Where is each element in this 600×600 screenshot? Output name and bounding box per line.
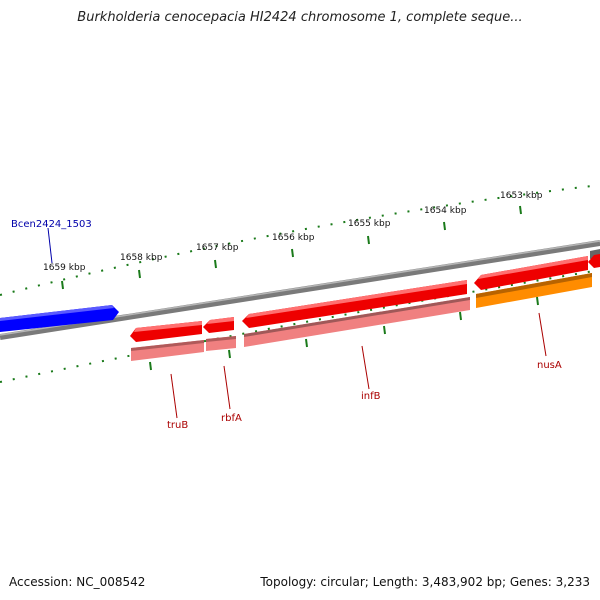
feature-labels: Bcen2424_1503 truB rbfA infB nusA xyxy=(11,219,562,431)
gene-nusa[interactable] xyxy=(474,256,588,290)
outer-tick-row xyxy=(0,184,600,296)
tick-1659kbp xyxy=(61,280,64,290)
product-trub[interactable] xyxy=(131,340,204,361)
product-bar xyxy=(244,297,470,347)
scale-label: 1655 kbp xyxy=(348,219,391,229)
gene-trub[interactable] xyxy=(130,321,202,342)
product-bar-edge xyxy=(206,336,236,342)
gene-arrow xyxy=(588,254,600,268)
gene-arrow-shine xyxy=(134,321,202,332)
gene-leader-line xyxy=(170,373,178,419)
scale-label: 1653 kbp xyxy=(500,191,543,201)
scale-label: 1656 kbp xyxy=(272,233,315,243)
feature-arrow xyxy=(0,305,119,332)
tick-1656kbp xyxy=(291,248,294,258)
chromosome-backbone xyxy=(0,240,600,340)
scale-label: 1657 kbp xyxy=(196,243,239,253)
scale-label: 1654 kbp xyxy=(424,206,467,216)
gene-label-nusa[interactable]: nusA xyxy=(537,360,562,371)
inner-tick-1655kbp xyxy=(383,325,386,335)
gene-label-trub[interactable]: truB xyxy=(167,420,188,431)
tick-1658kbp xyxy=(138,269,141,279)
gene-leader-line xyxy=(361,345,370,390)
gene-rbfa[interactable] xyxy=(203,317,234,333)
gene-label-rbfa[interactable]: rbfA xyxy=(221,413,242,424)
tick-1657kbp xyxy=(214,259,217,269)
product-bar xyxy=(131,340,204,361)
scale-labels: 1659 kbp 1658 kbp 1657 kbp 1656 kbp 1655… xyxy=(43,191,543,273)
product-bar-edge xyxy=(476,273,592,298)
map-title: Burkholderia cenocepacia HI2424 chromoso… xyxy=(77,10,523,25)
gene-arrow-shine xyxy=(246,280,467,318)
feature-arrow-shine xyxy=(0,305,114,321)
tick-1653kbp xyxy=(519,205,522,215)
gene-leader-line xyxy=(223,365,231,410)
tick-1654kbp xyxy=(443,221,446,231)
inner-tick-1657kbp xyxy=(228,349,231,359)
accession-text: Accession: NC_008542 xyxy=(9,575,146,589)
inner-tick-1653kbp xyxy=(536,296,539,306)
product-nusa[interactable] xyxy=(476,273,592,308)
product-rbfa[interactable] xyxy=(206,336,236,351)
product-bar-edge xyxy=(131,340,204,351)
gene-infb[interactable] xyxy=(242,280,467,328)
scale-label: 1659 kbp xyxy=(43,263,86,273)
feature-label-bcen2424-1503[interactable]: Bcen2424_1503 xyxy=(11,219,92,230)
tick-1655kbp xyxy=(367,235,370,245)
feature-leader-line xyxy=(47,227,53,264)
gene-next[interactable] xyxy=(588,254,600,268)
gene-arrow-shine xyxy=(207,317,234,324)
inner-tick-1658kbp xyxy=(149,361,152,371)
inner-tick-row xyxy=(0,269,600,383)
feature-bcen2424-1503[interactable] xyxy=(0,305,119,332)
inner-tick-1656kbp xyxy=(305,338,308,348)
gene-leader-line xyxy=(538,312,547,357)
genome-summary-text: Topology: circular; Length: 3,483,902 bp… xyxy=(260,575,590,589)
product-bar-edge xyxy=(244,297,470,337)
inner-tick-1654kbp xyxy=(459,311,462,321)
gene-label-infb[interactable]: infB xyxy=(361,391,381,402)
scale-label: 1658 kbp xyxy=(120,253,163,263)
product-infb[interactable] xyxy=(244,297,470,347)
gene-arrow-shine xyxy=(478,256,588,279)
